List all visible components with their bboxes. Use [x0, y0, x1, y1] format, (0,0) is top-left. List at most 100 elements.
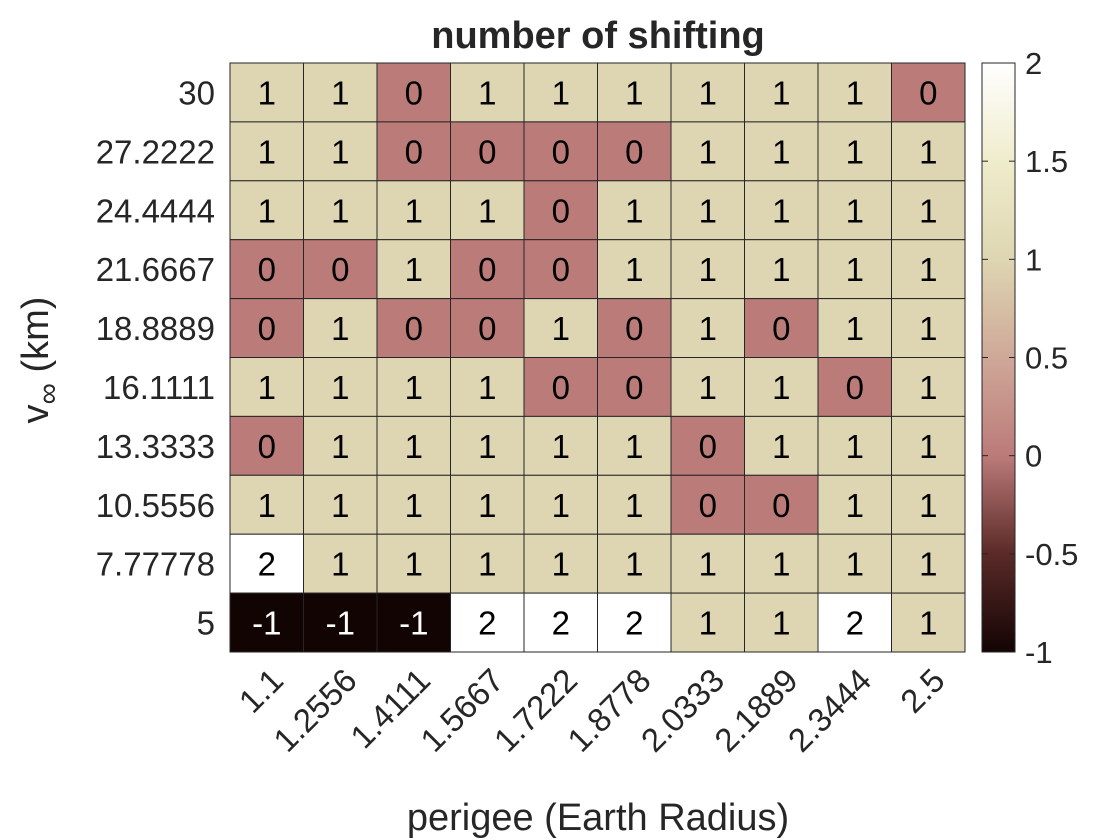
- cell-value-label: 1: [625, 428, 643, 465]
- heatmap-cell: [744, 121, 819, 182]
- y-tick-label: 24.4444: [96, 192, 215, 229]
- heatmap-cell: [450, 357, 525, 417]
- cell-value-label: 1: [699, 251, 717, 288]
- heatmap-cell: [817, 415, 892, 476]
- cell-value-label: 1: [478, 192, 496, 229]
- heatmap-cell: [376, 533, 451, 594]
- cell-value-label: 0: [258, 310, 276, 347]
- x-tick-label: 2.0333: [634, 661, 732, 759]
- cell-value-label: 1: [405, 428, 423, 465]
- heatmap-cell: [523, 357, 598, 417]
- heatmap-cell: [670, 415, 745, 476]
- heatmap-cell: [891, 415, 966, 476]
- cell-value-label: 1: [772, 74, 790, 111]
- cell-value-label: -1: [252, 605, 281, 642]
- y-tick-label: 7.77778: [96, 546, 215, 583]
- colorbar-tick-label: 0.5: [1025, 341, 1068, 376]
- heatmap-cell: [744, 62, 819, 123]
- cell-value-label: 1: [772, 251, 790, 288]
- heatmap-cell: [891, 239, 966, 300]
- heatmap-cell: [303, 62, 378, 123]
- cell-value-label: 1: [772, 428, 790, 465]
- y-tick-labels: 30 27.2222 24.4444 21.6667 18.8889 16.1111 13.…: [96, 74, 215, 641]
- cell-value-label: 1: [919, 428, 937, 465]
- heatmap-cell: [891, 121, 966, 182]
- cell-value-label: 1: [331, 546, 349, 583]
- heatmap-cell: [303, 592, 378, 653]
- cell-value-label: 0: [552, 133, 570, 170]
- cell-value-label: 1: [772, 605, 790, 642]
- y-tick-label: 16.1111: [103, 369, 215, 406]
- heatmap-cell: [817, 239, 892, 300]
- heatmap-cell: [376, 298, 451, 359]
- cell-value-label: 1: [258, 369, 276, 406]
- cell-value-label: 1: [405, 192, 423, 229]
- cell-value-label: 1: [552, 310, 570, 347]
- y-tick-label: 18.8889: [96, 310, 215, 347]
- heatmap-cell: [891, 592, 966, 653]
- colorbar-tick-label: 1: [1025, 242, 1042, 277]
- heatmap-cell: [670, 121, 745, 182]
- cell-value-label: 0: [331, 251, 349, 288]
- heatmap-cell: [523, 298, 598, 359]
- cell-value-label: 0: [699, 428, 717, 465]
- heatmap-cell: [450, 533, 525, 594]
- heatmap-cell: [450, 121, 525, 182]
- heatmap-cell: [670, 474, 745, 535]
- cell-value-label: 1: [846, 251, 864, 288]
- heatmap-cell: [891, 533, 966, 594]
- heatmap-cell: [744, 415, 819, 476]
- cell-value-label: 0: [405, 74, 423, 111]
- cell-value-label: 1: [405, 487, 423, 524]
- cell-value-label: 1: [846, 192, 864, 229]
- cell-value-label: 0: [772, 487, 790, 524]
- cell-value-label: 1: [919, 133, 937, 170]
- heatmap-cell: [303, 474, 378, 535]
- heatmap-cell: [376, 357, 451, 417]
- cell-value-label: 0: [552, 192, 570, 229]
- heatmap-cell: [744, 592, 819, 653]
- heatmap-cells: 1 1 0 1 1 1 1 1 1 0 1 1 0 0 0 0 1 1 1 1 1 1 1 1 0 1 1 1 1 1 0 0 1 0 0 1 1 1 1 1…: [229, 62, 966, 653]
- cell-value-label: 1: [625, 251, 643, 288]
- cell-value-label: 0: [478, 251, 496, 288]
- cell-value-label: 0: [552, 251, 570, 288]
- cell-value-label: 1: [552, 74, 570, 111]
- heatmap-cell: [229, 533, 304, 594]
- cell-value-label: 1: [405, 546, 423, 583]
- y-axis-label-main: v: [15, 404, 57, 423]
- cell-value-label: 1: [846, 487, 864, 524]
- heatmap-cell: [376, 474, 451, 535]
- colorbar-tick-label: -1: [1025, 635, 1053, 670]
- heatmap-cell: [891, 180, 966, 241]
- cell-value-label: 1: [552, 428, 570, 465]
- cell-value-label: 1: [846, 133, 864, 170]
- cell-value-label: 0: [405, 310, 423, 347]
- cell-value-label: 1: [699, 74, 717, 111]
- cell-value-label: 2: [552, 605, 570, 642]
- heatmap-cell: [817, 180, 892, 241]
- heatmap-cell: [303, 121, 378, 182]
- heatmap-cell: [891, 474, 966, 535]
- cell-value-label: 1: [919, 192, 937, 229]
- cell-value-label: 1: [331, 192, 349, 229]
- x-tick-label: 1.8778: [560, 661, 658, 759]
- heatmap-cell: [229, 62, 304, 123]
- heatmap-cell: [597, 357, 672, 417]
- heatmap-cell: [597, 239, 672, 300]
- cell-value-label: 0: [478, 133, 496, 170]
- heatmap-cell: [891, 298, 966, 359]
- y-tick-label: 13.3333: [96, 428, 215, 465]
- y-tick-label: 27.2222: [96, 133, 215, 170]
- cell-value-label: 0: [919, 74, 937, 111]
- cell-value-label: 1: [846, 428, 864, 465]
- cell-value-label: 1: [258, 192, 276, 229]
- heatmap-cell: [229, 180, 304, 241]
- heatmap-cell: [376, 592, 451, 653]
- cell-value-label: 1: [846, 74, 864, 111]
- x-tick-label: 2.5: [893, 661, 952, 720]
- colorbar-tick-label: 1.5: [1025, 144, 1068, 179]
- heatmap-cell: [817, 121, 892, 182]
- cell-value-label: 1: [331, 310, 349, 347]
- cell-value-label: 1: [478, 428, 496, 465]
- cell-value-label: -1: [399, 605, 428, 642]
